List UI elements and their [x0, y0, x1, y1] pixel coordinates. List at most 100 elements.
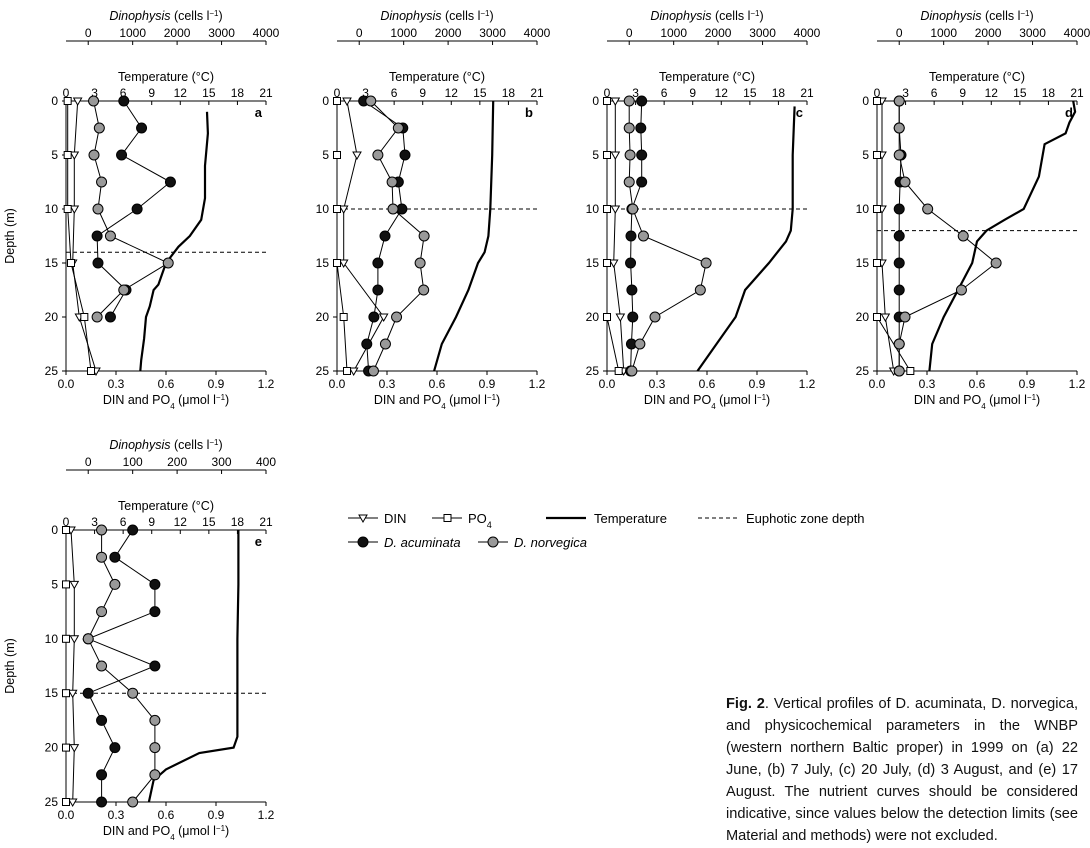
po4-point — [333, 151, 341, 159]
d-norvegica-point — [899, 176, 911, 188]
depth-axis-title: Depth (m) — [3, 208, 17, 264]
dino-tick-label: 4000 — [794, 26, 821, 40]
din-line — [881, 101, 895, 372]
d-acuminata-point — [635, 122, 647, 134]
d-acuminata-point — [368, 311, 380, 323]
d-norvegica-point — [149, 742, 161, 754]
dino-tick-label: 0 — [626, 26, 633, 40]
panel-label: d — [1065, 105, 1073, 120]
dino-tick-label: 0 — [85, 455, 92, 469]
po4-point — [603, 259, 611, 267]
nutrient-tick-label: 0.0 — [869, 377, 886, 391]
d-norvegica-point — [88, 95, 100, 107]
nutrient-tick-label: 0.3 — [649, 377, 666, 391]
d-acuminata-point — [104, 311, 116, 323]
temp-tick-label: 15 — [743, 86, 757, 100]
nutrient-tick-label: 0.9 — [1019, 377, 1036, 391]
temp-tick-label: 12 — [985, 86, 999, 100]
po4-point — [333, 259, 341, 267]
temp-tick-label: 12 — [445, 86, 459, 100]
depth-tick-label: 20 — [45, 741, 59, 755]
depth-tick-label: 5 — [51, 148, 58, 162]
panel-label: e — [255, 534, 262, 549]
d-norvegica-point — [627, 203, 639, 215]
din-point — [69, 580, 80, 590]
d-acuminata-point — [149, 606, 161, 618]
d-norvegica-point — [418, 230, 430, 242]
depth-tick-label: 15 — [45, 686, 59, 700]
d-norvegica-point — [118, 284, 130, 296]
nutrient-tick-label: 0.3 — [919, 377, 936, 391]
d-acuminata-point — [625, 257, 637, 269]
po4-point — [62, 526, 70, 534]
legend-acuminata-marker — [357, 536, 369, 548]
d-acuminata-point — [131, 203, 143, 215]
d-norvegica-point — [893, 338, 905, 350]
din-point — [67, 798, 78, 808]
po4-point — [62, 689, 70, 698]
temperature-line — [139, 111, 210, 372]
dino-axis-title: Dinophysis (cells l−1) — [380, 9, 493, 24]
din-point — [69, 635, 80, 644]
d-norvegica-point — [367, 365, 379, 377]
depth-tick-label: 20 — [586, 310, 600, 324]
d-acuminata-point — [91, 230, 103, 242]
depth-tick-label: 20 — [316, 310, 330, 324]
d-norvegica-point — [104, 230, 116, 242]
po4-point — [603, 151, 611, 159]
depth-tick-label: 10 — [856, 202, 870, 216]
dino-axis-title: Dinophysis (cells l−1) — [650, 9, 763, 24]
depth-tick-label: 10 — [316, 202, 330, 216]
temp-tick-label: 3 — [632, 86, 639, 100]
dino-axis-title: Dinophysis (cells l−1) — [109, 9, 222, 24]
d-acuminata-point — [636, 149, 648, 161]
d-acuminata-point — [372, 257, 384, 269]
d-norvegica-point — [93, 122, 105, 134]
temp-axis-title: Temperature (°C) — [389, 70, 485, 84]
nutrient-tick-label: 1.2 — [258, 808, 275, 822]
depth-tick-label: 5 — [862, 148, 869, 162]
po4-point — [62, 580, 70, 589]
temp-tick-label: 3 — [902, 86, 909, 100]
legend-po4-marker — [443, 514, 452, 522]
dino-tick-label: 300 — [212, 455, 232, 469]
depth-tick-label: 0 — [51, 94, 58, 108]
temp-tick-label: 21 — [800, 86, 814, 100]
d-norvegica-point — [694, 284, 706, 296]
d-acuminata-point — [636, 95, 648, 107]
nutrient-tick-label: 0.6 — [429, 377, 446, 391]
depth-tick-label: 25 — [45, 795, 59, 809]
depth-tick-label: 0 — [322, 94, 329, 108]
din-point — [880, 313, 891, 323]
d-norvegica-point — [96, 524, 108, 536]
dino-tick-label: 2000 — [975, 26, 1002, 40]
d-norvegica-line — [370, 100, 425, 372]
din-point — [338, 259, 349, 269]
legend-euphotic-label: Euphotic zone depth — [746, 511, 865, 526]
d-norvegica-point — [96, 176, 108, 188]
temp-tick-label: 21 — [530, 86, 544, 100]
temp-tick-label: 6 — [120, 86, 127, 100]
d-acuminata-point — [127, 524, 139, 536]
depth-tick-label: 15 — [316, 256, 330, 270]
nutrient-tick-label: 0.3 — [108, 808, 125, 822]
d-norvegica-point — [392, 122, 404, 134]
din-point — [348, 367, 359, 377]
d-norvegica-point — [893, 365, 905, 377]
d-norvegica-point — [649, 311, 661, 323]
po4-point — [906, 367, 915, 375]
po4-point — [873, 97, 881, 105]
po4-point — [80, 313, 89, 321]
dino-tick-label: 3000 — [1019, 26, 1046, 40]
d-norvegica-point — [990, 257, 1002, 269]
d-norvegica-point — [372, 149, 384, 161]
legend-din-label: DIN — [384, 511, 406, 526]
depth-tick-label: 25 — [586, 364, 600, 378]
d-acuminata-point — [149, 660, 161, 672]
depth-tick-label: 5 — [51, 577, 58, 591]
d-norvegica-point — [387, 203, 399, 215]
temp-tick-label: 12 — [174, 515, 188, 529]
po4-point — [603, 97, 611, 105]
depth-tick-label: 0 — [51, 523, 58, 537]
